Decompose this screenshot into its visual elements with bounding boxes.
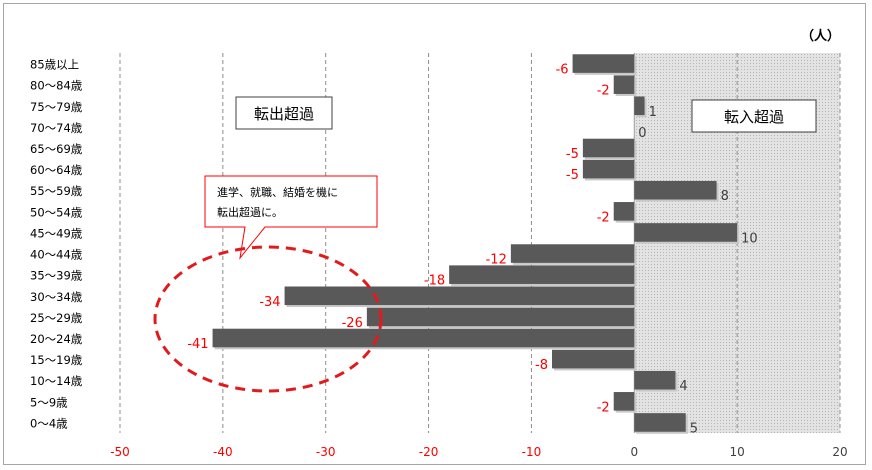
data-label: -6: [556, 63, 569, 78]
data-label: -5: [566, 168, 579, 183]
data-label: 10: [741, 231, 758, 246]
category-label: 40〜44歳: [30, 248, 83, 262]
x-tick-label: 0: [630, 445, 638, 459]
category-label: 75〜79歳: [30, 100, 83, 114]
data-label: -34: [259, 295, 280, 310]
bar: [582, 138, 635, 158]
data-label: 0: [638, 126, 646, 141]
inflow-label-box: [691, 99, 817, 133]
callout-text-line2: 転出超過に。: [217, 205, 283, 219]
data-label: 4: [679, 379, 687, 394]
data-label: 5: [690, 421, 698, 436]
bar: [613, 392, 635, 411]
bar: [449, 265, 635, 284]
bar: [634, 370, 676, 390]
data-label: 1: [649, 105, 657, 120]
data-label: 8: [721, 189, 729, 204]
outflow-label-box: [235, 96, 333, 130]
data-label: -2: [597, 400, 610, 415]
callout-box: [204, 175, 378, 260]
outflow-label: 転出超過: [254, 105, 314, 123]
bar: [634, 180, 717, 200]
bar: [582, 159, 635, 179]
inflow-label: 転入超過: [724, 108, 784, 126]
category-label: 5〜9歳: [30, 395, 68, 409]
bar: [510, 244, 635, 263]
category-label: 85歳以上: [30, 58, 79, 72]
x-tick-label: -10: [522, 445, 542, 459]
data-label: -12: [486, 253, 507, 268]
bar: [572, 54, 635, 73]
chart-frame: [3, 3, 866, 465]
data-label: -8: [535, 358, 548, 373]
x-tick-label: -30: [316, 445, 336, 459]
highlight-ellipse: [153, 245, 383, 393]
x-tick-label: -20: [419, 445, 439, 459]
category-label: 60〜64歳: [30, 163, 83, 177]
x-tick-label: -50: [110, 445, 130, 459]
data-label: -41: [187, 337, 208, 352]
bar: [634, 223, 738, 242]
category-label: 55〜59歳: [30, 184, 83, 198]
data-label: -2: [597, 210, 610, 225]
bar: [366, 307, 635, 327]
bar: [552, 349, 635, 369]
category-label: 35〜39歳: [30, 269, 83, 283]
bar: [284, 286, 635, 306]
data-label: -18: [424, 274, 445, 289]
category-label: 30〜34歳: [30, 290, 83, 304]
x-tick-label: -40: [213, 445, 233, 459]
data-label: -5: [566, 147, 579, 162]
unit-label: （人）: [801, 28, 840, 44]
category-label: 70〜74歳: [30, 121, 83, 135]
x-tick-label: 10: [730, 445, 745, 459]
bar: [634, 413, 686, 432]
category-label: 20〜24歳: [30, 332, 83, 346]
category-label: 50〜54歳: [30, 205, 83, 219]
category-label: 10〜14歳: [30, 374, 83, 388]
data-label: -26: [342, 316, 363, 331]
bar: [212, 328, 635, 348]
callout-text-line1: 進学、就職、結婚を機に: [217, 185, 338, 199]
x-tick-label: 20: [832, 445, 847, 459]
data-label: -2: [597, 84, 610, 99]
category-label: 65〜69歳: [30, 142, 83, 156]
category-label: 45〜49歳: [30, 226, 83, 240]
category-label: 15〜19歳: [30, 353, 83, 367]
bar: [613, 75, 635, 94]
category-label: 0〜4歳: [30, 416, 68, 430]
category-label: 25〜29歳: [30, 311, 83, 325]
category-label: 80〜84歳: [30, 79, 83, 93]
bar: [634, 96, 645, 116]
bar: [613, 202, 635, 221]
